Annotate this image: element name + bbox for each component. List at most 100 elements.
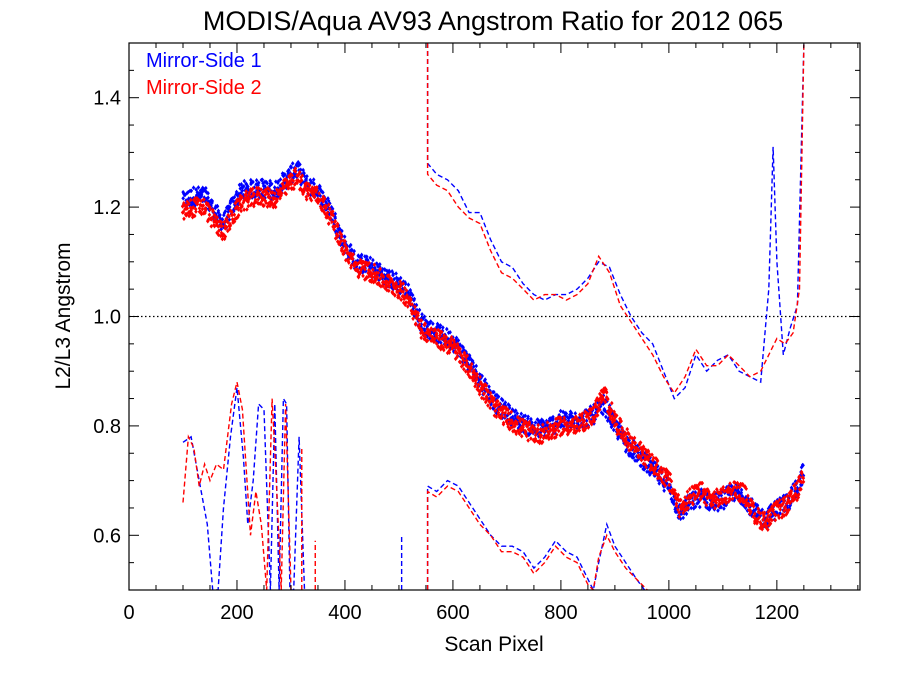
data-point bbox=[189, 188, 194, 194]
data-point bbox=[196, 185, 201, 190]
data-point bbox=[222, 219, 227, 225]
data-point bbox=[748, 511, 752, 516]
data-point bbox=[496, 406, 501, 412]
data-point bbox=[556, 428, 561, 434]
data-point bbox=[455, 354, 460, 359]
data-point bbox=[484, 383, 489, 388]
data-point bbox=[620, 428, 625, 434]
data-point bbox=[693, 504, 698, 510]
data-point bbox=[507, 403, 512, 408]
data-point bbox=[651, 466, 655, 471]
data-point bbox=[461, 366, 466, 372]
data-point bbox=[735, 484, 740, 490]
data-point bbox=[322, 196, 327, 201]
data-point bbox=[298, 186, 303, 191]
data-point bbox=[386, 288, 391, 294]
data-point bbox=[404, 300, 408, 305]
data-point bbox=[337, 225, 342, 231]
data-point bbox=[286, 181, 291, 187]
data-point bbox=[650, 469, 655, 475]
data-point bbox=[283, 172, 287, 177]
data-point bbox=[742, 503, 746, 509]
data-point bbox=[664, 478, 669, 483]
data-point bbox=[558, 417, 563, 422]
data-point bbox=[327, 202, 331, 207]
data-point bbox=[711, 502, 715, 508]
data-point bbox=[469, 365, 474, 371]
data-point bbox=[309, 189, 314, 194]
data-point bbox=[363, 266, 367, 272]
data-point bbox=[503, 410, 508, 416]
data-point bbox=[332, 224, 336, 229]
data-point bbox=[381, 279, 386, 284]
data-point bbox=[627, 431, 631, 437]
data-point bbox=[391, 272, 395, 278]
data-point bbox=[690, 500, 695, 505]
data-point bbox=[562, 415, 567, 421]
data-point bbox=[265, 204, 270, 209]
data-point bbox=[411, 316, 415, 321]
data-point bbox=[411, 305, 416, 311]
data-point bbox=[269, 181, 274, 187]
data-point bbox=[229, 196, 234, 202]
data-point bbox=[667, 482, 672, 488]
data-point bbox=[403, 281, 408, 287]
data-point bbox=[762, 510, 767, 516]
data-point bbox=[651, 457, 655, 463]
data-point bbox=[760, 526, 764, 532]
data-point bbox=[305, 173, 309, 179]
data-point bbox=[351, 252, 355, 258]
data-point bbox=[208, 206, 212, 212]
data-point bbox=[338, 227, 343, 233]
data-point bbox=[244, 192, 249, 197]
data-point bbox=[553, 435, 558, 440]
data-point bbox=[304, 180, 309, 186]
data-point bbox=[456, 344, 461, 350]
data-point bbox=[796, 487, 800, 493]
data-point bbox=[419, 335, 424, 341]
data-point bbox=[741, 498, 746, 504]
data-point bbox=[239, 208, 243, 214]
data-point bbox=[192, 198, 197, 204]
data-point bbox=[688, 495, 692, 501]
data-point bbox=[243, 196, 247, 201]
data-point bbox=[387, 274, 392, 280]
data-point bbox=[764, 525, 769, 531]
data-point bbox=[730, 496, 735, 501]
data-point bbox=[786, 498, 791, 504]
data-point bbox=[323, 211, 327, 217]
data-point bbox=[493, 408, 498, 414]
data-point bbox=[361, 273, 365, 279]
data-point bbox=[338, 230, 342, 235]
data-point bbox=[602, 389, 606, 395]
data-point bbox=[230, 217, 235, 222]
data-point bbox=[458, 346, 462, 352]
data-point bbox=[627, 448, 631, 453]
data-point bbox=[422, 327, 427, 332]
data-point bbox=[492, 389, 496, 395]
data-point bbox=[539, 433, 544, 438]
data-point bbox=[547, 436, 551, 442]
data-point bbox=[412, 296, 417, 302]
data-point bbox=[291, 178, 296, 184]
data-point bbox=[646, 448, 650, 453]
data-point bbox=[219, 219, 224, 225]
data-point bbox=[604, 394, 609, 400]
data-point bbox=[381, 274, 386, 280]
data-point bbox=[187, 210, 192, 216]
data-point bbox=[573, 411, 578, 416]
data-point bbox=[348, 242, 353, 248]
data-point bbox=[565, 414, 570, 420]
data-point bbox=[432, 339, 437, 344]
data-point bbox=[453, 345, 458, 351]
data-point bbox=[399, 297, 403, 302]
data-point bbox=[441, 325, 445, 330]
data-point bbox=[728, 497, 732, 503]
data-point bbox=[726, 499, 731, 504]
y-tick-label: 1.2 bbox=[93, 197, 121, 219]
data-point bbox=[380, 266, 385, 272]
data-point bbox=[300, 173, 305, 178]
data-point bbox=[505, 418, 509, 423]
data-point bbox=[355, 261, 360, 267]
data-point bbox=[347, 244, 352, 249]
